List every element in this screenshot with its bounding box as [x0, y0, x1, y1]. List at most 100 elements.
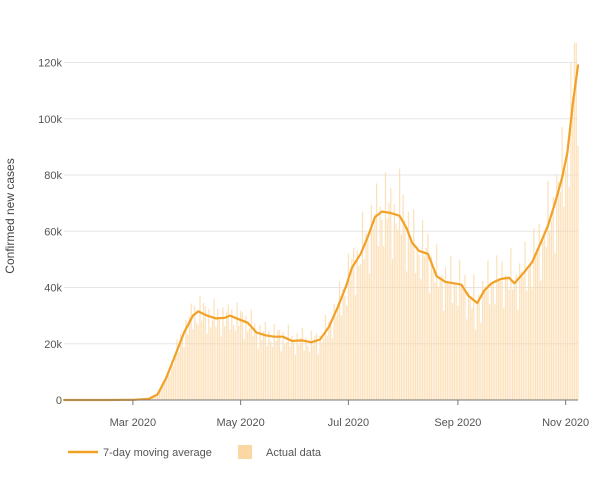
actual-data-bar	[330, 322, 332, 400]
actual-data-bar	[421, 220, 424, 400]
actual-data-bar	[275, 341, 277, 400]
actual-data-bar	[307, 345, 309, 400]
actual-data-bar	[534, 252, 537, 400]
actual-data-bar	[517, 309, 519, 400]
actual-data-bar	[172, 365, 175, 400]
actual-data-bar	[404, 220, 406, 400]
actual-data-bar	[165, 374, 168, 400]
actual-data-bar	[455, 285, 457, 400]
actual-data-bar	[280, 351, 282, 400]
actual-data-bar	[383, 246, 385, 400]
actual-data-bar	[273, 323, 275, 400]
actual-data-bar	[192, 328, 194, 400]
actual-data-bar	[213, 299, 215, 400]
actual-data-bar	[549, 230, 551, 400]
actual-data-bar	[529, 262, 531, 400]
actual-data-bar	[245, 315, 247, 400]
actual-data-bar	[266, 346, 268, 400]
actual-data-bar	[361, 211, 364, 400]
actual-data-bar	[377, 246, 380, 400]
actual-data-bar	[494, 304, 496, 400]
actual-data-bar	[485, 290, 487, 400]
actual-data-bar	[469, 298, 471, 400]
actual-data-bar	[167, 370, 169, 400]
actual-data-bar	[444, 267, 447, 400]
actual-data-bar	[347, 253, 349, 400]
actual-data-bar	[466, 319, 468, 400]
actual-data-bar	[411, 241, 413, 400]
actual-data-bar	[340, 315, 342, 400]
actual-data-bar	[342, 288, 344, 400]
legend-label-actual-data: Actual data	[266, 447, 322, 459]
actual-data-bar	[208, 308, 210, 400]
x-tick-labels: Mar 2020 May 2020 Jul 2020 Sep 2020 Nov 2020	[110, 417, 590, 429]
actual-data-bar	[262, 331, 265, 400]
actual-data-bar	[188, 316, 191, 400]
actual-data-bar	[164, 382, 166, 400]
actual-data-bar	[474, 329, 477, 400]
actual-data-bar	[162, 381, 164, 400]
y-tick-label: 80k	[44, 170, 62, 182]
y-tick-label: 20k	[44, 339, 62, 351]
actual-data-bars	[107, 42, 579, 401]
actual-data-bar	[432, 271, 434, 400]
actual-data-bar	[317, 354, 319, 400]
actual-data-bar	[271, 346, 274, 400]
actual-data-bar	[344, 295, 346, 400]
actual-data-bar	[524, 241, 526, 400]
actual-data-bar	[487, 260, 489, 400]
actual-data-bar	[370, 204, 372, 400]
actual-data-bar	[559, 192, 561, 400]
actual-data-bar	[446, 283, 448, 400]
actual-data-bar	[209, 327, 212, 400]
actual-data-bar	[211, 320, 213, 400]
actual-data-bar	[420, 279, 422, 400]
y-tick-label: 100k	[38, 114, 62, 126]
actual-data-bar	[577, 145, 579, 400]
actual-data-bar	[291, 335, 293, 400]
actual-data-bar	[427, 233, 429, 400]
actual-data-bar	[368, 273, 371, 400]
y-tick-labels: 0 20k 40k 60k 80k 100k 120k	[38, 58, 62, 408]
actual-data-bar	[259, 324, 261, 400]
actual-data-bar	[356, 250, 358, 400]
axes	[64, 399, 578, 405]
actual-data-bar	[497, 279, 500, 400]
actual-data-bar	[160, 389, 162, 400]
actual-data-bar	[451, 303, 454, 400]
actual-data-bar	[335, 316, 337, 400]
actual-data-bar	[533, 228, 535, 400]
y-tick-label: 0	[56, 395, 62, 407]
actual-data-bar	[520, 272, 523, 400]
actual-data-bar	[199, 295, 201, 400]
actual-data-bar	[575, 42, 577, 400]
actual-data-bar	[247, 331, 249, 400]
actual-data-bar	[430, 256, 433, 400]
actual-data-bar	[478, 295, 480, 400]
actual-data-bar	[504, 274, 507, 400]
actual-data-bar	[459, 259, 461, 400]
actual-data-bar	[201, 320, 203, 400]
actual-data-bar	[337, 304, 339, 400]
actual-data-bar	[303, 350, 305, 400]
legend-label-moving-average: 7-day moving average	[103, 447, 212, 459]
actual-data-bar	[231, 309, 233, 400]
actual-data-bar	[319, 335, 321, 400]
actual-data-bar	[448, 282, 450, 400]
actual-data-bar	[183, 346, 185, 400]
actual-data-bar	[248, 328, 251, 400]
actual-data-bar	[418, 255, 420, 400]
x-tick-label: Mar 2020	[110, 417, 156, 429]
actual-data-bar	[225, 311, 228, 400]
actual-data-bar	[398, 168, 401, 400]
actual-data-bar	[232, 325, 235, 400]
actual-data-bar	[227, 304, 229, 400]
x-tick-label: Jul 2020	[328, 417, 370, 429]
actual-data-bar	[573, 42, 576, 400]
actual-data-bar	[195, 322, 198, 400]
actual-data-bar	[308, 351, 311, 400]
y-tick-label: 40k	[44, 283, 62, 295]
actual-data-bar	[542, 235, 544, 400]
actual-data-bar	[206, 333, 208, 400]
actual-data-bar	[365, 232, 367, 400]
